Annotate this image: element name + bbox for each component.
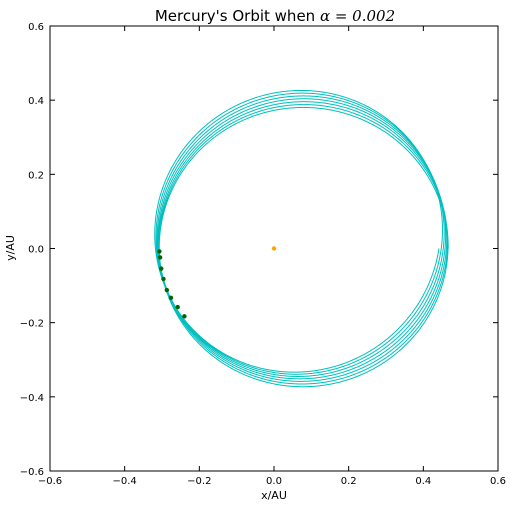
perihelion-point (157, 249, 162, 254)
x-tick-label: −0.4 (113, 476, 137, 487)
perihelion-point (175, 304, 180, 310)
y-tick-label: −0.6 (20, 467, 44, 478)
perihelion-point (159, 266, 164, 271)
perihelion-point (164, 287, 170, 293)
x-tick-label: 0.0 (266, 476, 282, 487)
x-tick-label: −0.6 (38, 476, 62, 487)
chart-title: Mercury's Orbit when α = 0.002 (155, 7, 395, 25)
y-tick-label: 0.0 (28, 245, 44, 256)
y-tick-label: −0.2 (20, 319, 44, 330)
y-axis-label: y/AU (4, 235, 17, 261)
perihelion-point (161, 276, 166, 282)
sun-point (271, 246, 277, 251)
x-axis-label: x/AU (261, 489, 287, 502)
chart-title-text: Mercury's Orbit when (155, 7, 320, 25)
y-tick-label: −0.4 (20, 393, 44, 404)
x-tick-label: 0.2 (341, 476, 357, 487)
perihelion-point (168, 295, 174, 301)
x-tick-label: 0.6 (490, 476, 506, 487)
y-tick-label: 0.2 (28, 170, 44, 181)
plot-area (154, 89, 449, 388)
y-tick-label: 0.6 (28, 22, 44, 33)
x-axis: −0.6 −0.4 −0.2 0.0 0.2 0.4 0.6 (38, 26, 506, 487)
orbit-line (154, 89, 449, 388)
x-tick-label: 0.4 (415, 476, 431, 487)
perihelion-point (157, 255, 163, 260)
perihelion-point (182, 314, 187, 319)
y-axis: −0.6 −0.4 −0.2 0.0 0.2 0.4 0.6 (20, 22, 498, 478)
chart-title-math: α = 0.002 (320, 7, 395, 25)
x-tick-label: −0.2 (187, 476, 211, 487)
y-tick-label: 0.4 (28, 96, 44, 107)
